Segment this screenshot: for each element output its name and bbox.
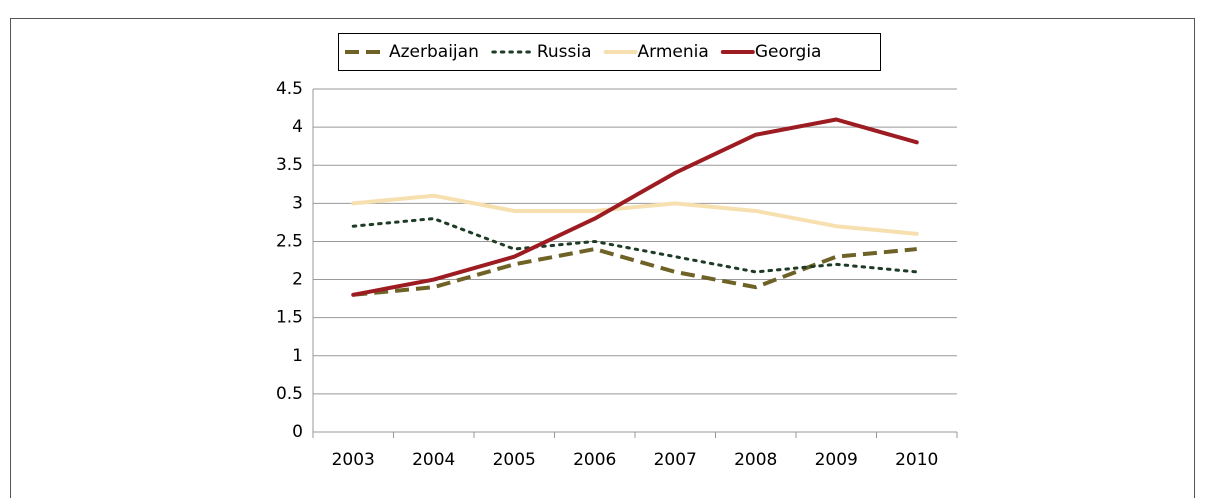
legend-label: Azerbaijan xyxy=(389,42,479,62)
series-line xyxy=(351,117,919,297)
y-tick-label: 3.5 xyxy=(276,155,303,175)
series-line xyxy=(351,193,919,236)
series-line xyxy=(351,217,919,274)
x-tick-label: 2009 xyxy=(815,450,858,470)
legend-label: Armenia xyxy=(638,42,709,62)
x-tick-label: 2004 xyxy=(412,450,455,470)
legend-label: Russia xyxy=(537,42,592,62)
y-tick-label: 0.5 xyxy=(276,384,303,404)
y-tick-label: 1 xyxy=(292,346,303,366)
x-tick-label: 2003 xyxy=(332,450,375,470)
x-tick-label: 2005 xyxy=(493,450,536,470)
x-tick-label: 2007 xyxy=(654,450,697,470)
x-tick-label: 2010 xyxy=(895,450,938,470)
y-tick-label: 4.5 xyxy=(276,79,303,99)
y-tick-label: 3 xyxy=(292,193,303,213)
chart-frame xyxy=(10,18,1195,502)
y-tick-label: 1.5 xyxy=(276,308,303,328)
legend-label: Georgia xyxy=(755,42,822,62)
y-tick-label: 2.5 xyxy=(276,231,303,251)
y-tick-label: 4 xyxy=(292,117,303,137)
y-tick-label: 2 xyxy=(292,270,303,290)
x-tick-label: 2008 xyxy=(734,450,777,470)
series-line xyxy=(353,247,917,297)
y-tick-label: 0 xyxy=(292,422,303,442)
x-tick-label: 2006 xyxy=(573,450,616,470)
